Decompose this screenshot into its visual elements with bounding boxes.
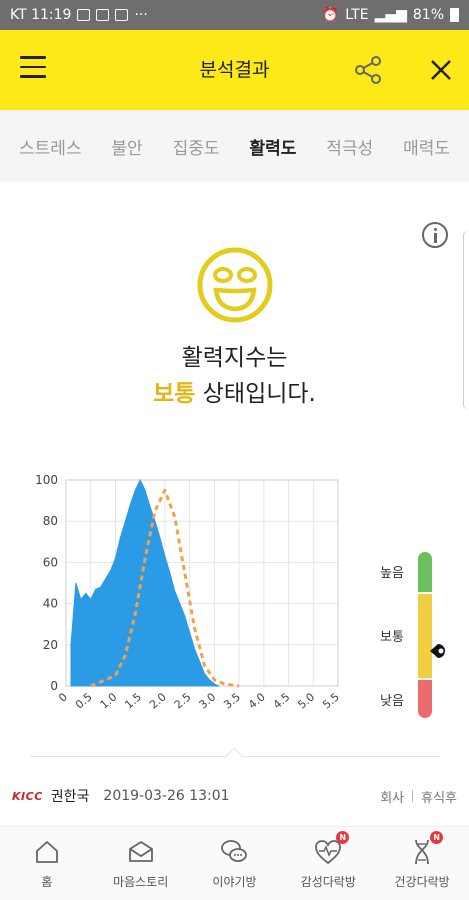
tab-anxiety[interactable]: 불안 [111, 138, 143, 159]
mailbox-icon [128, 841, 153, 862]
tag-company[interactable]: 회사 [380, 790, 405, 806]
tab-stress[interactable]: 스트레스 [18, 138, 82, 159]
chat-bubbles-icon [221, 840, 248, 862]
x-tick-label: 5.5 [320, 690, 342, 711]
alarm-icon: ⏰ [321, 7, 340, 23]
y-tick-label: 100 [35, 473, 58, 487]
x-tick-label: 3.5 [221, 690, 243, 711]
x-tick-label: 0 [56, 690, 70, 704]
notification-icon [96, 9, 110, 21]
tag-after-rest[interactable]: 휴식후 [421, 790, 457, 806]
page-title: 분석결과 [199, 59, 270, 81]
heart-pulse-icon [315, 840, 342, 865]
scale-mid-segment [418, 594, 432, 678]
x-tick-label: 0.5 [73, 690, 95, 711]
smiley-face-icon [197, 247, 273, 323]
result-heading: 활력지수는 [181, 345, 288, 371]
y-tick-label: 80 [43, 514, 58, 528]
bottom-nav: 홈 마음스토리 이야기방 N 감성다락방 [0, 826, 469, 900]
scale-high-label: 높음 [380, 566, 404, 581]
scale-mid-label: 보통 [380, 630, 404, 645]
y-tick-label: 60 [43, 555, 58, 569]
nav-emotion-attic[interactable]: N 감성다락방 [281, 827, 375, 900]
level-marker-icon [430, 644, 445, 658]
new-badge: N [336, 831, 350, 844]
close-icon[interactable] [426, 55, 456, 85]
result-suffix: 상태입니다. [195, 381, 316, 407]
dna-icon [415, 839, 429, 865]
nav-story-room-label: 이야기방 [212, 875, 257, 889]
x-tick-label: 4.5 [271, 690, 293, 711]
y-tick-label: 40 [43, 597, 58, 611]
app-icon [115, 9, 129, 21]
scale-high-segment [418, 552, 432, 592]
dna-icon-wrap: N [407, 831, 444, 867]
carrier-time: KT 11:19 [10, 7, 72, 23]
divider-caret [225, 747, 243, 765]
measurement-timestamp: 2019-03-26 13:01 [103, 788, 230, 804]
x-tick-label: 4.0 [246, 690, 268, 711]
hamburger-icon[interactable] [20, 56, 46, 78]
more-notifications: ··· [134, 7, 148, 23]
info-icon[interactable] [422, 222, 448, 248]
scale-low-label: 낮음 [380, 694, 404, 709]
nav-story-room[interactable]: 이야기방 [188, 827, 282, 900]
footer-tags: 회사 휴식후 [380, 787, 457, 806]
heart-pulse-icon-wrap: N [313, 831, 350, 867]
y-tick-label: 20 [43, 638, 58, 652]
reference-curve [90, 488, 240, 688]
x-tick-label: 1.5 [122, 690, 144, 711]
result-status: 보통 상태입니다. [0, 374, 469, 408]
x-tick-label: 1.0 [98, 690, 120, 711]
new-badge: N [430, 831, 444, 844]
app-header: 분석결과 [0, 30, 469, 110]
x-tick-label: 5.0 [295, 690, 317, 711]
nav-home-label: 홈 [41, 875, 53, 889]
nav-health-attic[interactable]: N 건강다락방 [375, 827, 469, 900]
user-name: 권한국 [50, 789, 90, 805]
x-tick-label: 2.0 [147, 690, 169, 711]
signal-icon: ▂▄▆ [374, 7, 407, 23]
share-icon[interactable] [352, 54, 384, 86]
tab-vitality[interactable]: 활력도 [249, 138, 297, 159]
home-icon [35, 841, 58, 863]
status-right: ⏰ LTE ▂▄▆ 81% [322, 7, 459, 23]
x-tick-label: 2.5 [172, 690, 194, 711]
tab-attractiveness[interactable]: 매력도 [403, 138, 451, 159]
tag-separator [412, 790, 414, 802]
nav-health-attic-label: 건강다락방 [394, 875, 450, 889]
network-label: LTE [345, 7, 369, 23]
status-left: KT 11:19 ··· [10, 7, 148, 23]
result-level: 보통 [153, 381, 196, 407]
x-tick-label: 3.0 [197, 690, 219, 711]
nav-home[interactable]: 홈 [0, 827, 94, 900]
brand-logo: KICC [12, 789, 43, 803]
histogram-area [70, 478, 220, 687]
nav-emotion-attic-label: 감성다락방 [300, 875, 356, 889]
scroll-indicator [463, 230, 469, 410]
battery-text: 81% [412, 7, 444, 23]
scale-low-segment [418, 680, 432, 718]
battery-icon [450, 8, 459, 22]
measurement-info: KICC 권한국 2019-03-26 13:01 회사 휴식후 [0, 770, 469, 822]
gallery-icon [77, 9, 91, 21]
tab-focus[interactable]: 집중도 [172, 138, 220, 159]
nav-mind-story-label: 마음스토리 [113, 875, 169, 889]
y-tick-label: 0 [50, 679, 58, 693]
tab-proactiveness[interactable]: 적극성 [326, 138, 374, 159]
status-bar: KT 11:19 ··· ⏰ LTE ▂▄▆ 81% [0, 0, 469, 30]
nav-mind-story[interactable]: 마음스토리 [94, 827, 188, 900]
tab-bar: 스트레스 불안 집중도 활력도 적극성 매력도 [0, 110, 469, 182]
